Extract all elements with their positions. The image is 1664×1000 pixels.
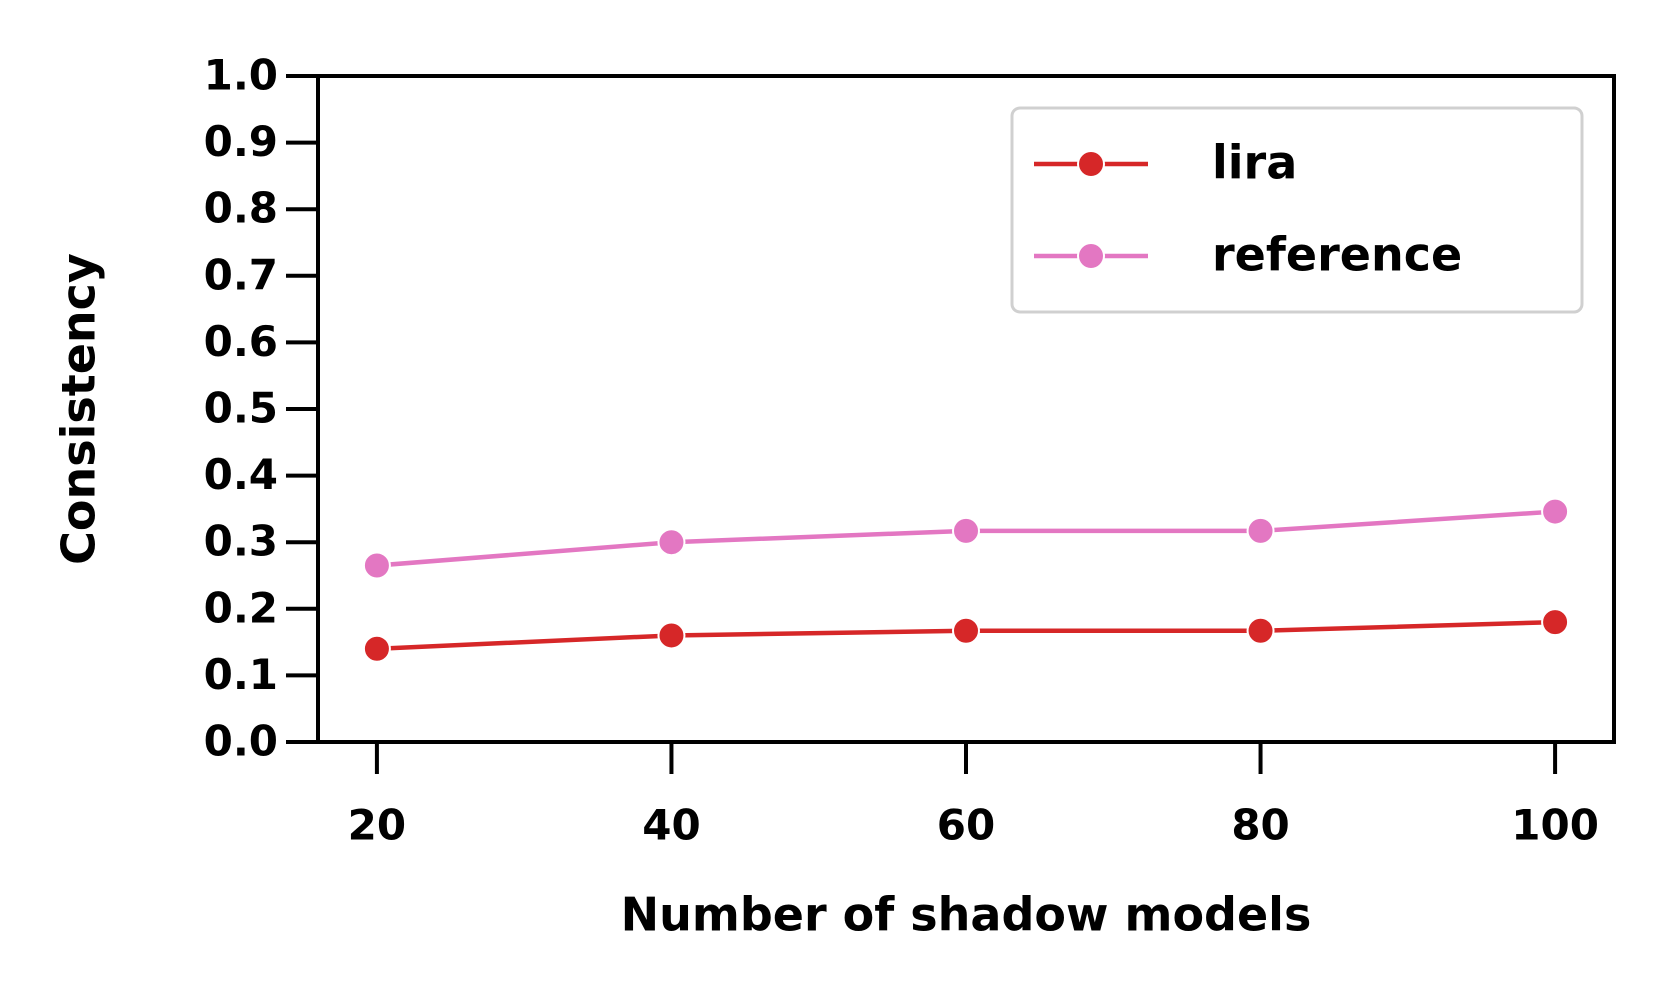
data-point (1246, 616, 1275, 645)
y-tick-label: 0.4 (204, 450, 278, 499)
x-tick-label: 100 (1511, 801, 1599, 850)
y-tick-label: 0.8 (204, 184, 278, 233)
y-tick-label: 0.5 (204, 384, 278, 433)
data-point (1541, 608, 1570, 637)
y-tick-label: 0.1 (204, 650, 278, 699)
y-tick-label: 0.6 (204, 317, 278, 366)
data-point (1541, 497, 1570, 526)
y-tick-label: 0.3 (204, 517, 278, 566)
data-point (952, 516, 980, 545)
x-tick-label: 20 (348, 801, 406, 850)
x-tick-label: 60 (937, 801, 995, 850)
data-point (1246, 516, 1275, 545)
legend-label: reference (1212, 228, 1462, 282)
legend-label: lira (1212, 136, 1297, 190)
x-tick-label: 40 (642, 801, 700, 850)
y-tick-label: 0.0 (204, 717, 278, 766)
y-tick-label: 0.7 (204, 250, 278, 299)
data-point (362, 634, 391, 663)
legend-marker (1077, 242, 1105, 270)
legend-box (1010, 106, 1584, 314)
x-axis-label: Number of shadow models (621, 888, 1312, 942)
y-axis-label: Consistency (52, 253, 106, 565)
data-point (657, 621, 686, 650)
plot-frame (316, 74, 1616, 744)
data-point (657, 528, 686, 557)
x-tick-label: 80 (1231, 801, 1289, 850)
data-point (952, 616, 980, 645)
data-point (362, 551, 391, 580)
y-tick-label: 0.9 (204, 117, 278, 166)
legend-marker (1077, 150, 1105, 178)
y-tick-label: 0.2 (204, 583, 278, 632)
y-tick-label: 1.0 (204, 51, 278, 100)
